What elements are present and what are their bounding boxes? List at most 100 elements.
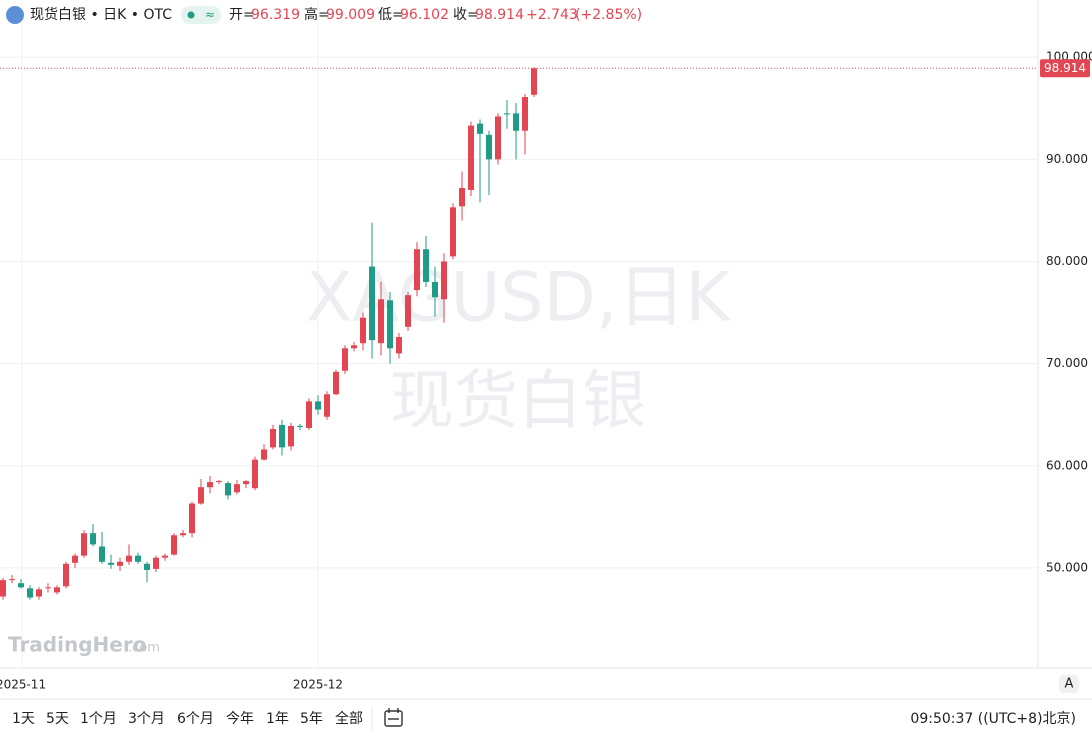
candle-body <box>198 487 204 504</box>
candle-body <box>36 589 42 597</box>
candle-body <box>405 295 411 327</box>
candle-body <box>468 125 474 190</box>
candle-body <box>342 348 348 371</box>
candle-body <box>207 482 213 488</box>
candle-body <box>108 562 114 565</box>
candle-body <box>261 449 267 460</box>
candle-body <box>387 300 393 349</box>
candle-body <box>333 371 339 395</box>
candle-body <box>315 401 321 410</box>
y-tick-label: 90.000 <box>1046 152 1088 166</box>
candle-body <box>144 563 150 570</box>
low-label: 低= <box>378 7 404 23</box>
logo-domain: .com <box>128 641 160 656</box>
candle-body <box>306 401 312 428</box>
low-value: 96.102 <box>400 7 449 23</box>
candle-body <box>117 561 123 566</box>
candle-body <box>432 281 438 298</box>
y-tick-label: 80.000 <box>1046 254 1088 268</box>
candle-body <box>63 563 69 587</box>
candle-body <box>45 587 51 589</box>
watermark: 现货白银 <box>390 365 646 439</box>
candle-body <box>225 483 231 496</box>
candle-body <box>297 425 303 427</box>
candle-body <box>153 557 159 569</box>
candle-body <box>396 337 402 354</box>
change-pct: (+2.85%) <box>575 7 642 23</box>
candle-body <box>423 249 429 282</box>
candle-body <box>27 588 33 598</box>
scale-button-label[interactable]: A <box>1065 677 1074 692</box>
candle-body <box>18 583 24 588</box>
symbol-icon <box>6 6 24 24</box>
toolbar: 1天 5天 1个月 3个月 6个月 今年 1年 5年 全部 <box>12 710 363 727</box>
candle-body <box>495 116 501 160</box>
status-icon: ≈ <box>205 8 215 22</box>
status-pill <box>181 6 221 24</box>
y-tick-label: 70.000 <box>1046 356 1088 370</box>
candle-body <box>216 481 222 483</box>
candle-body <box>450 207 456 257</box>
x-tick-label: 2025-11 <box>0 678 46 692</box>
candle-body <box>162 555 168 558</box>
candle-body <box>279 424 285 448</box>
range-button[interactable]: 5天 <box>46 711 69 727</box>
grid <box>0 56 1038 569</box>
y-tick-label: 50.000 <box>1046 560 1088 574</box>
candle-body <box>486 134 492 160</box>
logo: TradingHero <box>8 633 146 657</box>
candle-body <box>189 503 195 534</box>
candle-body <box>378 299 384 344</box>
candle-body <box>531 68 537 95</box>
close-label: 收= <box>453 7 479 23</box>
close-value: 98.914 <box>475 7 524 23</box>
symbol[interactable]: 现货白银 • 日K • OTC <box>30 6 172 23</box>
range-button[interactable]: 1个月 <box>80 711 117 727</box>
candle-body <box>135 555 141 562</box>
last-price-label: 98.914 <box>1044 61 1086 75</box>
candle-body <box>324 394 330 417</box>
candle-body <box>459 187 465 207</box>
range-button[interactable]: 1天 <box>12 711 35 727</box>
range-button[interactable]: 全部 <box>335 710 363 727</box>
high-label: 高= <box>304 6 330 23</box>
range-button[interactable]: 6个月 <box>177 711 214 727</box>
y-tick-label: 60.000 <box>1046 458 1088 472</box>
candle-body <box>99 546 105 562</box>
range-button[interactable]: 今年 <box>226 711 254 727</box>
range-button[interactable]: 5年 <box>300 711 323 727</box>
candle-body <box>81 533 87 556</box>
candle-body <box>0 580 6 597</box>
date-range-icon[interactable] <box>384 708 403 727</box>
last-price-box <box>1040 59 1090 78</box>
range-button[interactable]: 1年 <box>266 711 289 727</box>
candle-body <box>414 249 420 291</box>
candle-body <box>522 97 528 131</box>
candle-body <box>369 266 375 341</box>
clock: 09:50:37 ((UTC+8)北京) <box>910 711 1076 727</box>
high-value: 99.009 <box>326 7 375 23</box>
icon-frame[interactable] <box>384 710 403 727</box>
range-button[interactable]: 3个月 <box>128 711 165 727</box>
candle-body <box>360 317 366 344</box>
change: +2.743 <box>526 7 578 23</box>
candle-body <box>180 533 186 536</box>
candle-body <box>513 113 519 131</box>
candle-body <box>441 261 447 300</box>
candle-body <box>243 481 249 485</box>
candle-body <box>252 459 258 489</box>
candle-body <box>351 345 357 349</box>
candle-body <box>288 425 294 447</box>
candle-body <box>234 484 240 493</box>
candle-body <box>504 113 510 115</box>
open-label: 开= <box>229 7 255 23</box>
candle-body <box>72 555 78 563</box>
candle-body <box>90 533 96 545</box>
scale-button[interactable] <box>1059 675 1079 693</box>
candle-body <box>9 579 15 581</box>
candle-body <box>54 587 60 593</box>
candle-body <box>171 535 177 555</box>
candle-body <box>126 555 132 562</box>
